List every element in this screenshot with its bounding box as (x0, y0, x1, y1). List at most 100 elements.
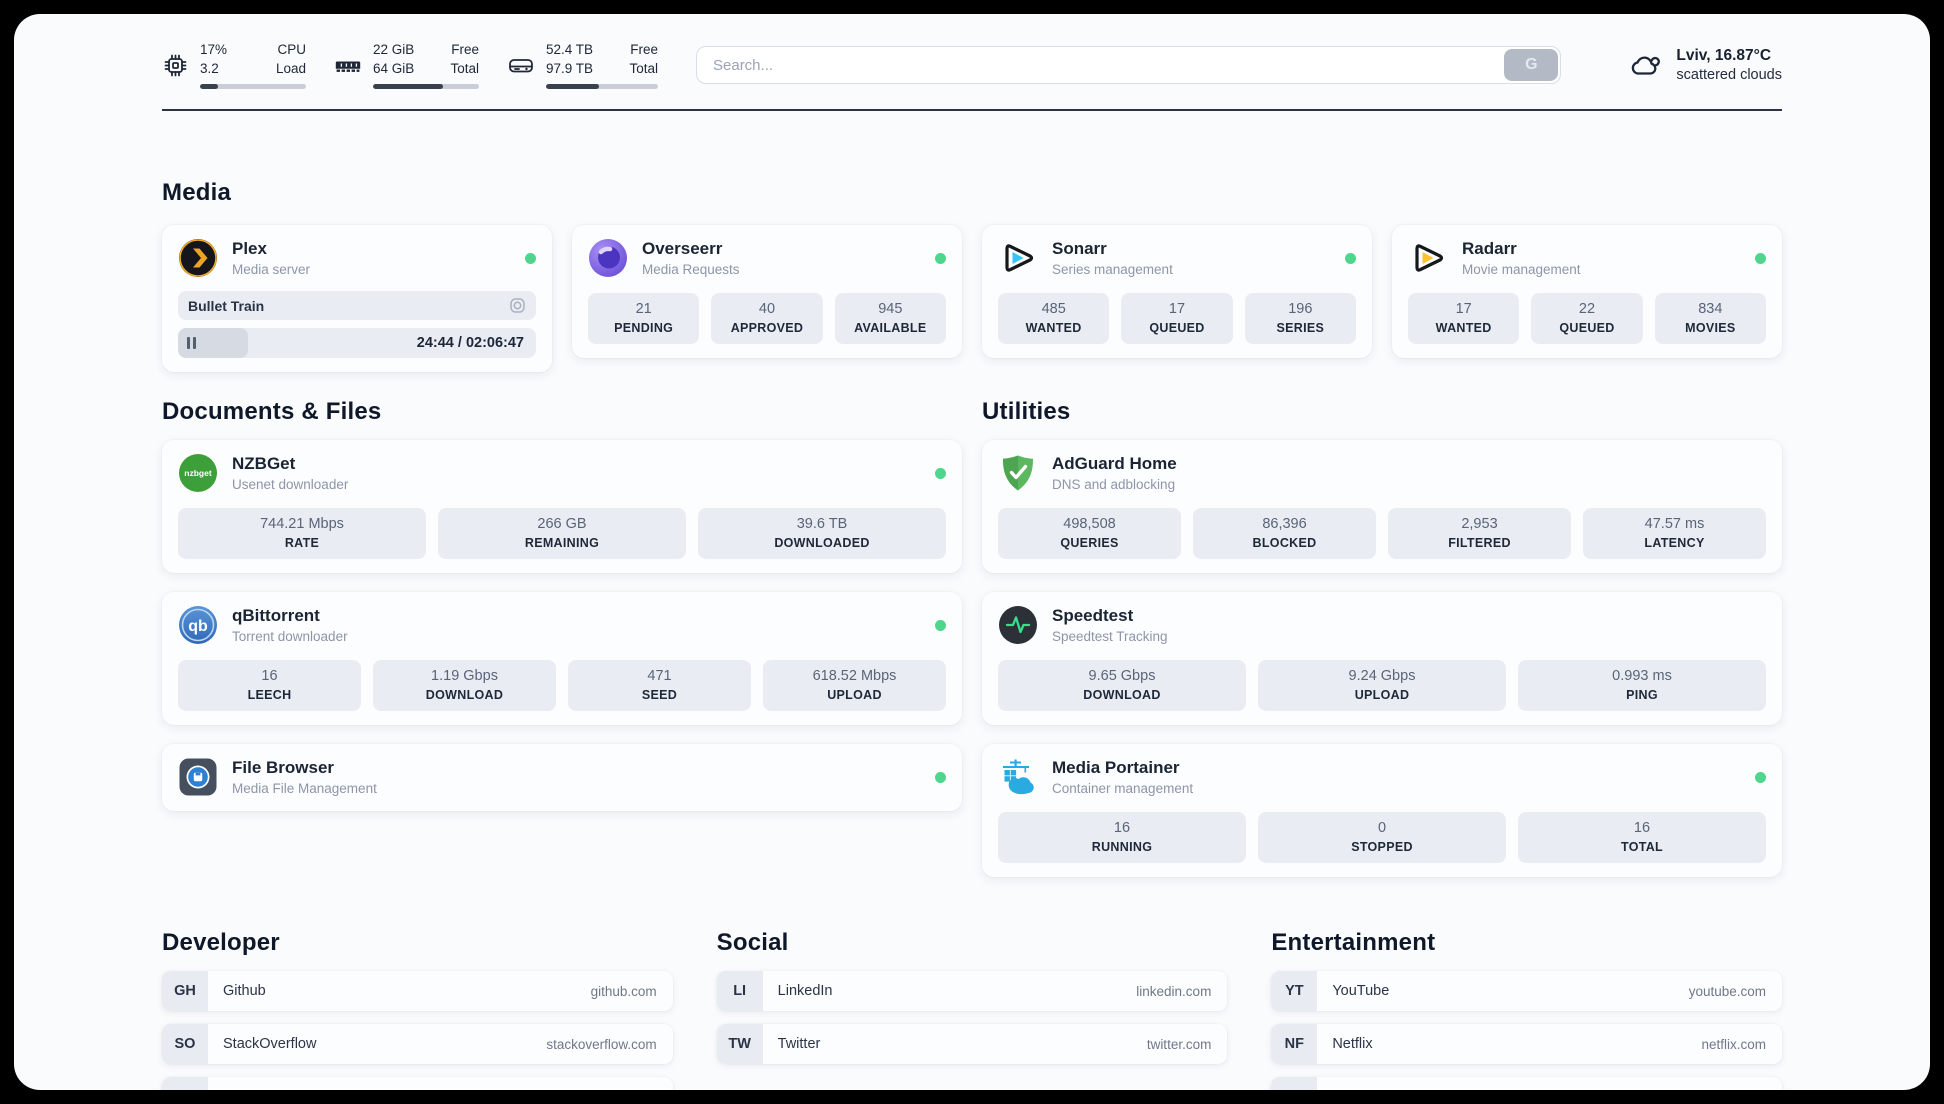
link-row-youtube[interactable]: YT YouTube youtube.com (1271, 971, 1782, 1011)
stat-label: FILTERED (1448, 536, 1511, 550)
app-card-radarr[interactable]: Radarr Movie management 17 WANTED 22 QUE… (1392, 225, 1782, 358)
search-engine-button[interactable]: G (1504, 49, 1559, 81)
link-url: reddit.com (1703, 1090, 1782, 1091)
app-card-portainer[interactable]: Media Portainer Container management 16 … (982, 744, 1782, 877)
search-input[interactable] (696, 46, 1562, 84)
utilities-column: Utilities (982, 398, 1782, 877)
link-row-dev[interactable]: DT DEV dev.to (162, 1077, 673, 1090)
svg-text:qb: qb (188, 618, 208, 635)
stat-download: 9.65 Gbps DOWNLOAD (998, 660, 1246, 711)
pause-icon[interactable] (187, 337, 196, 349)
plex-icon (178, 238, 218, 278)
app-card-overseerr[interactable]: Overseerr Media Requests 21 PENDING 40 A… (572, 225, 962, 358)
disk-total-label: Total (629, 60, 658, 76)
link-name: Reddit (1332, 1089, 1374, 1090)
stat-label: UPLOAD (827, 688, 882, 702)
link-row-github[interactable]: GH Github github.com (162, 971, 673, 1011)
link-url: twitter.com (1146, 1036, 1212, 1052)
stat-wanted: 485 WANTED (998, 293, 1110, 344)
link-row-stackoverflow[interactable]: SO StackOverflow stackoverflow.com (162, 1024, 673, 1064)
stat-label: DOWNLOADED (774, 536, 870, 550)
link-name: DEV (223, 1089, 253, 1090)
link-url: github.com (590, 983, 657, 999)
stat-label: QUERIES (1060, 536, 1119, 550)
app-subtitle: Torrent downloader (232, 629, 348, 644)
link-abbr: DT (162, 1077, 208, 1090)
link-row-linkedin[interactable]: LI LinkedIn linkedin.com (716, 971, 1228, 1011)
app-subtitle: Media File Management (232, 781, 377, 796)
link-row-twitter[interactable]: TW Twitter twitter.com (716, 1024, 1228, 1064)
stat-value: 471 (647, 668, 672, 684)
dashboard-panel: 17% 3.2 CPU Load (14, 14, 1930, 1090)
stat-wanted: 17 WANTED (1408, 293, 1520, 344)
speedtest-icon (998, 605, 1038, 645)
stat-label: LEECH (247, 688, 292, 702)
link-abbr: TW (716, 1024, 763, 1064)
app-title: Radarr (1462, 239, 1517, 258)
stat-upload: 618.52 Mbps UPLOAD (763, 660, 946, 711)
app-card-speedtest[interactable]: Speedtest Speedtest Tracking 9.65 Gbps D… (982, 592, 1782, 725)
section-title-documents: Documents & Files (162, 398, 382, 425)
link-url: linkedin.com (1136, 983, 1212, 999)
status-dot-online (935, 467, 946, 479)
disk-stat: 52.4 TB 97.9 TB Free Total (507, 41, 658, 90)
app-card-sonarr[interactable]: Sonarr Series management 485 WANTED 17 Q… (982, 225, 1372, 358)
stat-value: 21 (635, 301, 652, 317)
stat-value: 17 (1455, 301, 1472, 317)
link-row-netflix[interactable]: NF Netflix netflix.com (1271, 1024, 1782, 1064)
stat-value: 22 (1578, 301, 1596, 317)
stat-value: 2,953 (1461, 516, 1498, 532)
app-title: File Browser (232, 758, 335, 777)
weather-widget: Lviv, 16.87°C scattered clouds (1627, 47, 1782, 83)
player-bar: 24:44 / 02:06:47 (178, 328, 536, 358)
app-card-plex[interactable]: Plex Media server Bullet Train (162, 225, 552, 372)
cpu-icon (164, 54, 187, 76)
app-title: Sonarr (1052, 239, 1107, 258)
stat-ping: 0.993 ms PING (1518, 660, 1766, 711)
link-url: dev.to (621, 1090, 673, 1091)
filebrowser-icon (178, 757, 218, 797)
link-url: netflix.com (1701, 1036, 1766, 1052)
stat-value: 1.19 Gbps (431, 668, 498, 684)
cpu-stat: 17% 3.2 CPU Load (162, 41, 306, 90)
app-subtitle: Speedtest Tracking (1052, 629, 1168, 644)
section-title-utilities: Utilities (982, 398, 1071, 425)
stat-value: 485 (1041, 301, 1066, 317)
app-card-qbittorrent[interactable]: qb qBittorrent Torrent downloader (162, 592, 962, 725)
stat-movies: 834 MOVIES (1654, 293, 1766, 344)
stat-value: 744.21 Mbps (260, 516, 344, 532)
stat-filtered: 2,953 FILTERED (1388, 508, 1571, 559)
disk-free-label: Free (630, 41, 658, 57)
stat-value: 498,508 (1063, 516, 1116, 532)
link-row-reddit[interactable]: RE Reddit reddit.com (1271, 1077, 1782, 1090)
player-progress-handle[interactable] (178, 328, 248, 358)
search-bar: G (696, 46, 1562, 84)
stat-value: 9.24 Gbps (1348, 668, 1416, 684)
link-name: Netflix (1332, 1036, 1373, 1052)
link-abbr: NF (1271, 1024, 1318, 1064)
app-card-adguard[interactable]: AdGuard Home DNS and adblocking 498,508 … (982, 440, 1782, 573)
memory-free-value: 22 GiB (373, 41, 415, 57)
stat-label: UPLOAD (1354, 688, 1410, 702)
cpu-load-value: 3.2 (200, 60, 219, 76)
documents-column: Documents & Files nzbget (162, 398, 962, 811)
stat-label: BLOCKED (1252, 536, 1317, 550)
memory-free-label: Free (451, 41, 479, 57)
app-subtitle: Usenet downloader (232, 477, 349, 492)
session-lens-icon[interactable] (509, 297, 526, 314)
stat-rate: 744.21 Mbps RATE (178, 508, 426, 559)
app-card-nzbget[interactable]: nzbget NZBGet Usenet downloader 74 (162, 440, 962, 573)
cpu-percent: 17% (200, 41, 228, 57)
stat-value: 834 (1698, 301, 1723, 317)
link-name: Github (223, 983, 266, 999)
status-dot-online (1345, 252, 1356, 264)
app-title: Media Portainer (1052, 758, 1180, 777)
stat-queued: 22 QUEUED (1531, 293, 1643, 344)
status-dot-online (935, 619, 946, 631)
app-card-filebrowser[interactable]: File Browser Media File Management (162, 744, 962, 811)
memory-total-value: 64 GiB (373, 60, 415, 76)
link-name: StackOverflow (223, 1036, 317, 1052)
stat-value: 16 (1633, 820, 1651, 836)
link-name: LinkedIn (777, 983, 833, 999)
link-abbr: SO (162, 1024, 208, 1064)
